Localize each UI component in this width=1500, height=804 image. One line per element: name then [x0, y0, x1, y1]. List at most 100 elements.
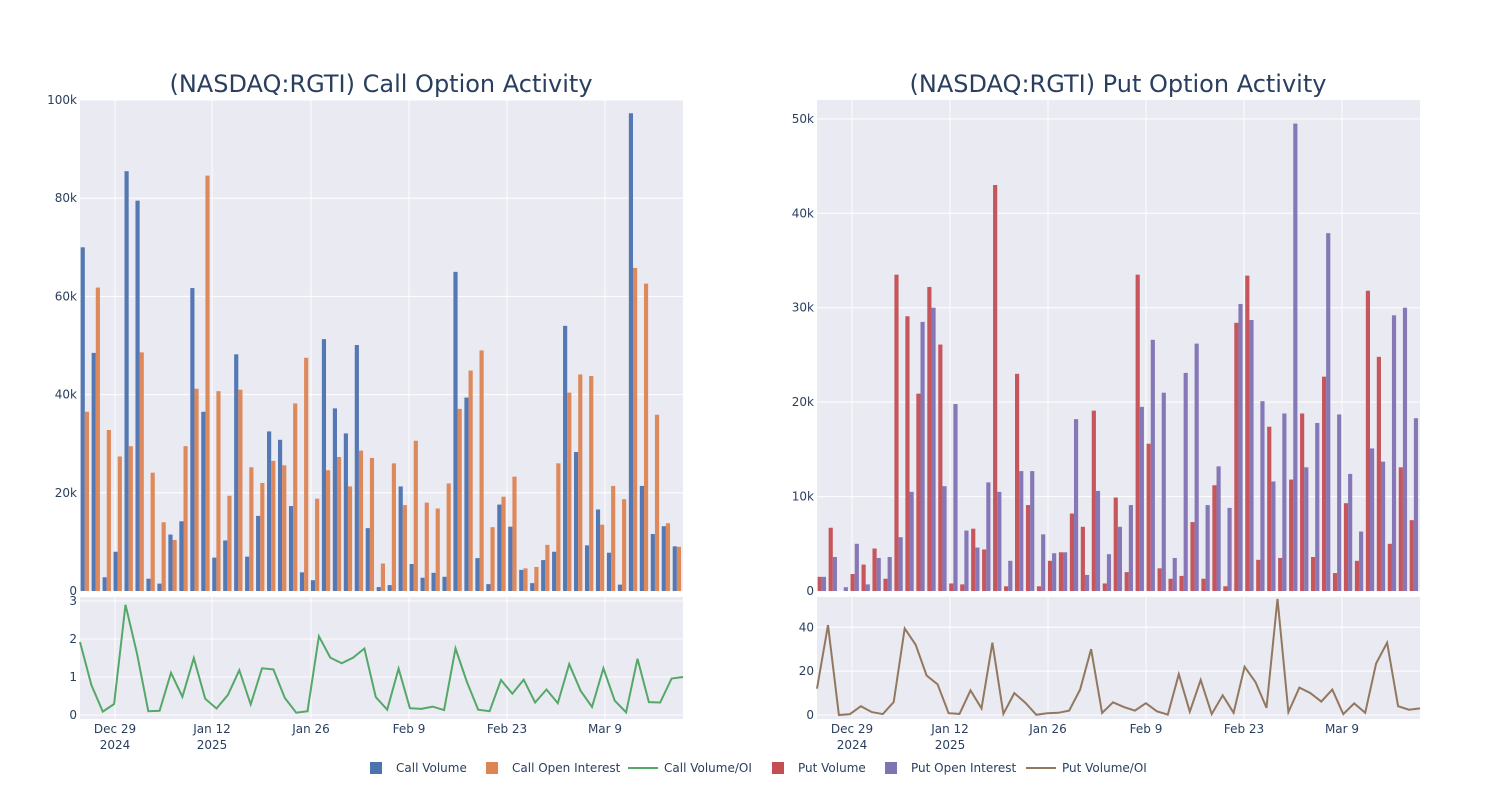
chart-title: (NASDAQ:RGTI) Put Option Activity: [910, 70, 1327, 98]
call-open-interest-bar: [336, 456, 342, 591]
call-volume-bar: [398, 486, 403, 591]
legend-swatch: [486, 762, 498, 774]
call-open-interest-bar: [205, 175, 210, 591]
ratio-y-tick-label: 0: [69, 708, 77, 722]
ratio-y-tick-label: 1: [69, 670, 77, 684]
put-open-interest-bar: [876, 557, 881, 591]
put-open-interest-bar: [1348, 473, 1353, 591]
put-volume-bar: [817, 576, 822, 591]
x-tick-label: Feb 9: [393, 722, 426, 736]
put-open-interest-bar: [1106, 554, 1112, 591]
put-open-interest-bar: [1380, 461, 1386, 591]
call-open-interest-bar: [293, 403, 298, 591]
put-volume-bar: [828, 527, 833, 591]
put-volume-bar: [1387, 543, 1392, 591]
call-open-interest-bar: [457, 408, 462, 591]
put-open-interest-bar: [1304, 467, 1309, 591]
ratio-y-tick-label: 2: [69, 632, 77, 646]
ratio-y-tick-label: 20: [799, 664, 814, 678]
call-open-interest-bar: [150, 472, 155, 591]
put-open-interest-bar: [821, 576, 826, 591]
call-open-interest-bar: [479, 350, 484, 591]
ratio-plot-area: [817, 597, 1420, 719]
ratio-y-tick-label: 0: [806, 708, 814, 722]
call-volume-bar: [508, 526, 513, 591]
put-volume-bar: [993, 184, 998, 591]
call-open-interest-bar: [600, 524, 605, 591]
call-open-interest-bar: [95, 287, 100, 591]
call-volume-bar: [639, 485, 644, 591]
call-volume-bar: [530, 583, 535, 591]
ratio-y-tick-label: 40: [799, 620, 814, 634]
call-open-interest-bar: [304, 357, 309, 591]
call-open-interest-bar: [556, 463, 561, 591]
put-open-interest-bar: [1359, 531, 1364, 591]
put-volume-bar: [1245, 275, 1250, 591]
call-volume-bar: [179, 521, 184, 591]
put-volume-bar: [1015, 373, 1020, 591]
put-volume-bar: [1004, 586, 1009, 591]
call-open-interest-bar: [128, 446, 133, 591]
call-volume-bar: [387, 585, 392, 591]
y-tick-label: 20k: [55, 486, 77, 500]
call-open-interest-bar: [665, 523, 671, 591]
put-volume-bar: [938, 344, 943, 591]
put-volume-bar: [1278, 557, 1283, 591]
put-volume-bar: [1179, 575, 1184, 591]
put-open-interest-bar: [1271, 481, 1276, 591]
y-tick-label: 10k: [792, 490, 814, 504]
call-volume-bar: [245, 556, 250, 591]
put-open-interest-bar: [843, 587, 848, 591]
put-open-interest-bar: [1337, 414, 1342, 591]
call-volume-bar: [212, 557, 217, 591]
call-open-interest-bar: [643, 283, 649, 591]
call-volume-bar: [552, 551, 557, 591]
call-volume-bar: [563, 325, 568, 591]
legend-item: Put Open Interest: [885, 761, 1017, 775]
put-volume-bar: [1354, 560, 1360, 591]
call-volume-bar: [519, 569, 524, 591]
call-volume-bar: [201, 411, 206, 591]
call-open-interest-bar: [633, 267, 638, 591]
call-volume-bar: [409, 563, 414, 591]
call-open-interest-bar: [676, 546, 682, 591]
put-volume-bar: [1365, 290, 1371, 591]
put-open-interest-bar: [986, 482, 991, 591]
put-open-interest-bar: [854, 543, 859, 591]
x-tick-label: Dec 29 2024: [94, 722, 136, 752]
put-volume-bar: [1113, 497, 1118, 591]
put-volume-bar: [1124, 572, 1129, 591]
y-tick-label: 20k: [792, 395, 814, 409]
call-open-interest-bar: [183, 446, 188, 591]
put-volume-bar: [927, 286, 932, 591]
call-volume-bar: [135, 200, 140, 591]
call-volume-bar: [431, 572, 436, 591]
put-volume-bar: [1080, 526, 1085, 591]
call-open-interest-bar: [490, 527, 495, 591]
call-volume-bar: [310, 580, 316, 591]
call-volume-bar: [157, 583, 162, 591]
put-open-interest-bar: [909, 491, 914, 591]
call-open-interest-bar: [227, 495, 232, 591]
put-open-interest-bar: [1183, 372, 1188, 591]
call-volume-bar: [661, 526, 666, 591]
legend-swatch: [885, 762, 897, 774]
call-open-interest-bar: [512, 476, 517, 591]
call-open-interest-bar: [315, 498, 320, 591]
put-volume-bar: [1190, 522, 1195, 591]
put-volume-bar: [1025, 505, 1031, 591]
call-volume-bar: [102, 577, 107, 591]
call-open-interest-bar: [501, 496, 506, 591]
put-open-interest-bar: [1260, 401, 1265, 591]
put-open-interest-bar: [1030, 471, 1035, 591]
call-open-interest-bar: [326, 470, 331, 591]
call-volume-bar: [442, 576, 447, 591]
x-tick-label: Jan 26: [1028, 722, 1067, 736]
x-tick-label: Feb 23: [1224, 722, 1264, 736]
put-open-interest-bar: [1315, 422, 1320, 591]
put-open-interest-bar: [975, 547, 980, 591]
put-open-interest-bar: [953, 404, 958, 591]
call-volume-bar: [606, 552, 612, 591]
legend-label: Put Volume: [798, 761, 866, 775]
call-volume-bar: [650, 534, 655, 591]
